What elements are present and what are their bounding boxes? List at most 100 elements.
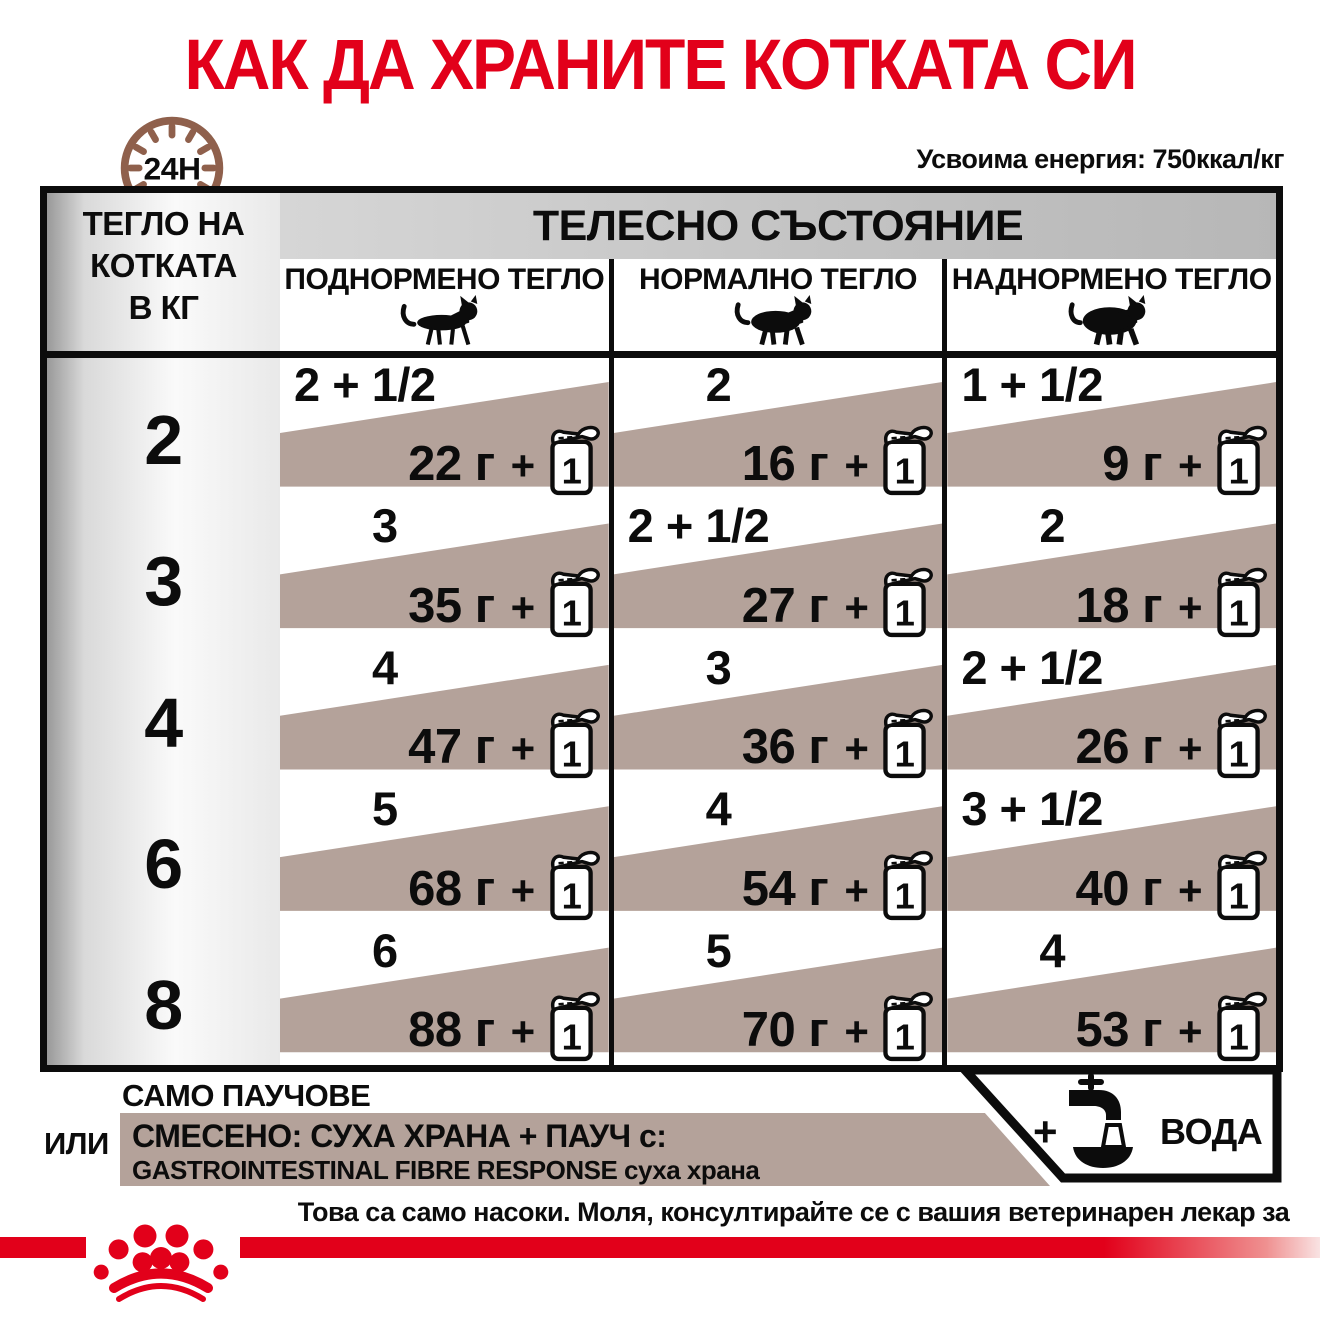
clock-label: 24H [143, 151, 200, 187]
pouch-count-value: 2 [1039, 499, 1065, 553]
pouch-count-value: 1 + 1/2 [961, 358, 1103, 411]
pouch-icon: 1 [883, 567, 934, 637]
pouch-count-value: 2 [705, 358, 732, 411]
pouch-count: 3 + 1/2 [961, 784, 1103, 833]
weight-column-header: ТЕГЛО НА КОТКАТА В КГ [47, 203, 280, 329]
ration-cell: 3 36 г + 1 [608, 640, 943, 783]
plus-sign: + [844, 583, 869, 631]
ration-cell: 4 54 г + 1 [608, 782, 943, 924]
dry-food-line: 88 г + 1 [408, 989, 601, 1063]
dry-food-line: 54 г + 1 [742, 848, 935, 922]
plus-sign: + [510, 866, 536, 914]
feeding-table: ТЕЛЕСНО СЪСТОЯНИЕ ТЕГЛО НА КОТКАТА В КГ … [40, 186, 1283, 1072]
mixed-feeding-product: GASTROINTESTINAL FIBRE RESPONSE суха хра… [132, 1155, 760, 1185]
cat-weight-value: 2 [47, 358, 280, 499]
dry-grams: 9 г [1102, 437, 1162, 492]
table-row: 4 4 47 г + 1 3 36 г + [47, 640, 1277, 783]
dry-food-line: 47 г + 1 [408, 706, 601, 780]
dry-food-line: 36 г + 1 [742, 706, 935, 780]
dry-grams: 16 г [741, 437, 829, 492]
pouch-count-value: 6 [372, 923, 398, 977]
pouch-icon: 1 [549, 426, 600, 496]
ration-cell: 5 70 г + 1 [608, 923, 943, 1066]
weight-header-line: В КГ [128, 289, 199, 326]
ration-cell: 6 88 г + 1 [280, 924, 609, 1065]
dry-food-line: 68 г + 1 [408, 848, 601, 922]
pouch-count: 4 [706, 784, 732, 833]
page-title: КАК ДА ХРАНИТЕ КОТКАТА СИ [184, 24, 1137, 104]
dry-grams: 22 г [408, 437, 495, 492]
table-row: 2 2 + 1/2 22 г + 1 2 16 г + [47, 358, 1277, 500]
pouch-icon-label: 1 [1229, 592, 1249, 633]
plus-sign: + [844, 725, 869, 773]
ration-cell: 2 16 г + 1 [608, 358, 943, 500]
dry-grams: 40 г [1075, 861, 1162, 916]
pouch-icon: 1 [549, 567, 600, 637]
pouch-count: 3 [372, 501, 398, 550]
ration-cell: 3 35 г + 1 [280, 499, 609, 640]
pouch-count-value: 2 + 1/2 [961, 640, 1103, 694]
weight-number: 6 [144, 824, 183, 903]
ration-cell: 3 + 1/2 40 г + 1 [942, 782, 1277, 924]
dry-food-line: 70 г + 1 [742, 989, 935, 1063]
plus-sign: + [1177, 1008, 1203, 1056]
dry-grams: 70 г [741, 1003, 829, 1058]
column-header-normal: НОРМАЛНО ТЕГЛО [608, 259, 943, 351]
cat-weight-value: 4 [47, 641, 280, 782]
ration-cell: 5 68 г + 1 [280, 782, 609, 923]
ration-cell: 1 + 1/2 9 г + 1 [942, 358, 1277, 500]
pouch-count-value: 4 [705, 782, 732, 836]
brand-band-right [240, 1237, 1320, 1258]
dry-food-line: 35 г + 1 [408, 565, 601, 639]
plus-sign: + [1177, 725, 1203, 773]
pouch-count-value: 2 + 1/2 [627, 499, 770, 553]
ration-cell: 2 + 1/2 26 г + 1 [942, 640, 1277, 783]
pouch-count: 2 + 1/2 [961, 643, 1103, 692]
pouch-count: 2 [1039, 501, 1065, 550]
dry-food-line: 40 г + 1 [1075, 848, 1268, 922]
dry-grams: 53 г [1075, 1003, 1162, 1058]
ration-cell: 2 + 1/2 22 г + 1 [280, 358, 609, 499]
pouch-count: 6 [372, 923, 398, 977]
pouch-icon-label: 1 [895, 734, 915, 775]
water-tap-icon [1069, 1073, 1133, 1168]
weight-header-line: КОТКАТА [90, 247, 237, 284]
cat-weight-value: 8 [47, 924, 280, 1065]
normal-cat-icon [734, 295, 812, 346]
dry-grams: 36 г [741, 720, 829, 775]
column-label: ПОДНОРМЕНО ТЕГЛО [284, 263, 605, 296]
pouch-count: 4 [1039, 923, 1065, 977]
pouch-icon-label: 1 [895, 592, 915, 633]
weight-number: 2 [144, 400, 183, 479]
pouch-icon-label: 1 [895, 1016, 915, 1057]
fat-cat-icon [1068, 295, 1145, 346]
pouch-count: 2 + 1/2 [628, 501, 770, 550]
dry-grams: 26 г [1075, 720, 1162, 775]
pouch-count-value: 5 [372, 782, 398, 836]
condition-header-band: ТЕЛЕСНО СЪСТОЯНИЕ [280, 193, 1276, 259]
plus-sign: + [844, 866, 869, 914]
dry-grams: 88 г [408, 1003, 495, 1058]
pouch-count: 2 + 1/2 [294, 360, 436, 409]
mixed-feeding-band: СМЕСЕНО: СУХА ХРАНА + ПАУЧ с: GASTROINTE… [120, 1113, 1050, 1186]
pouch-count-value: 4 [1039, 923, 1065, 977]
weight-number: 8 [144, 966, 183, 1045]
weight-number: 3 [144, 542, 183, 621]
or-label: ИЛИ [44, 1126, 109, 1161]
table-row: 6 5 68 г + 1 4 54 г + [47, 782, 1277, 924]
weight-number: 4 [144, 683, 183, 762]
plus-sign: + [1177, 583, 1203, 631]
dry-food-line: 26 г + 1 [1075, 706, 1268, 780]
water-plus-sign: + [1033, 1108, 1057, 1155]
pouch-count: 5 [372, 784, 398, 833]
pouch-icon-label: 1 [895, 451, 915, 492]
ration-cell: 4 47 г + 1 [280, 641, 609, 782]
plus-sign: + [1177, 866, 1203, 914]
pouch-count-value: 3 [705, 640, 732, 694]
pouch-icon: 1 [883, 426, 934, 496]
dry-grams: 18 г [1075, 578, 1162, 633]
pouch-icon: 1 [549, 850, 600, 920]
weight-column-background [47, 193, 280, 1065]
pouch-icon-label: 1 [1229, 1016, 1249, 1057]
dry-food-line: 18 г + 1 [1075, 565, 1268, 639]
